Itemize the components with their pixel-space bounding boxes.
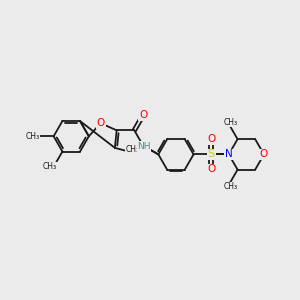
Text: CH₃: CH₃ [224, 118, 238, 127]
Text: S: S [208, 149, 215, 159]
Text: CH₃: CH₃ [43, 162, 57, 171]
Text: O: O [207, 134, 215, 144]
Text: O: O [207, 164, 215, 174]
Text: O: O [97, 118, 105, 128]
Text: N: N [225, 149, 232, 159]
Text: O: O [260, 149, 268, 159]
Text: CH₃: CH₃ [26, 132, 40, 141]
Text: O: O [139, 110, 147, 120]
Text: CH₃: CH₃ [224, 182, 238, 191]
Text: CH₃: CH₃ [126, 145, 140, 154]
Text: NH: NH [137, 142, 151, 151]
